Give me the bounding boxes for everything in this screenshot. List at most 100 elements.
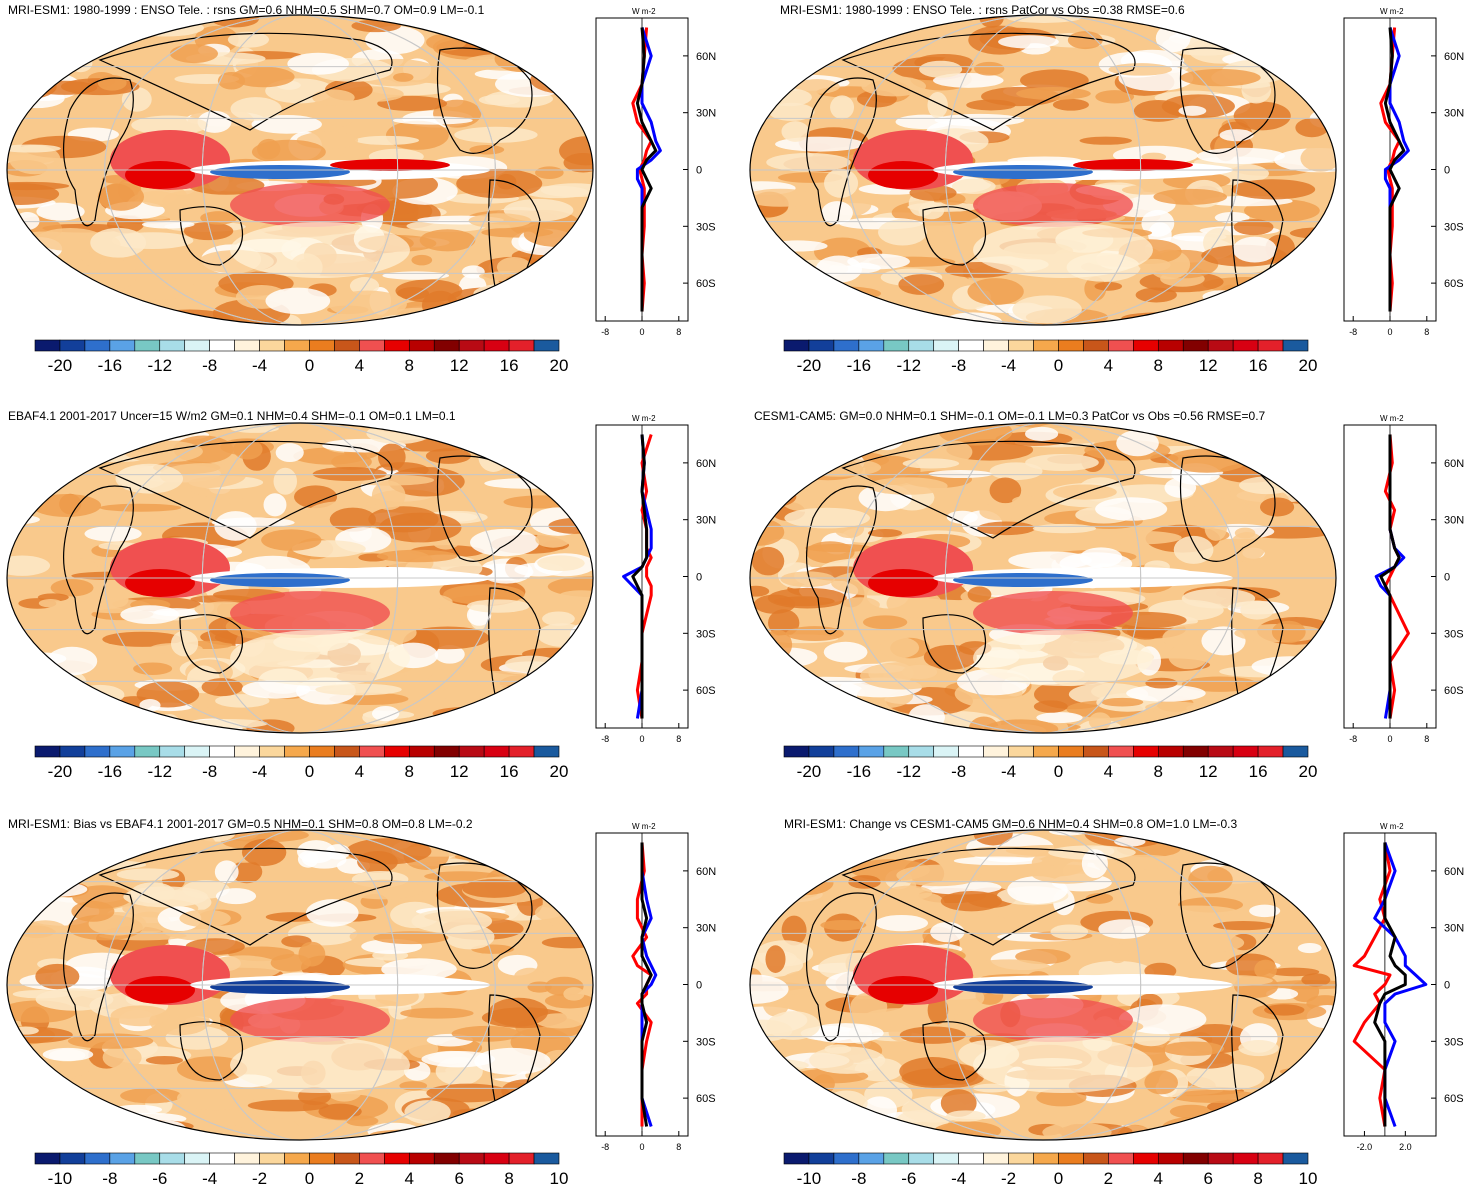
colorbar-swatch	[1282, 745, 1309, 758]
panel-bottom-right: MRI-ESM1: Change vs CESM1-CAM5 GM=0.6 NH…	[749, 817, 1464, 1187]
colorbar-swatch	[1083, 1152, 1109, 1165]
colorbar-swatch	[84, 339, 111, 352]
map-field	[750, 830, 1336, 1140]
colorbar-swatch	[309, 745, 335, 758]
profile-series-line	[640, 842, 653, 1127]
y-tick-label: 30N	[1444, 923, 1464, 935]
colorbar-tick-label: 10	[550, 1169, 569, 1187]
colorbar-swatch	[184, 1152, 210, 1165]
profile-series-line	[635, 27, 658, 312]
zonal-profile: W m-2 60N 30N 0 30S 60S -8 0 8	[595, 414, 716, 744]
y-tick-label: 60S	[696, 685, 716, 697]
colorbar-swatch	[933, 339, 959, 352]
colorbar-tick-label: -16	[98, 356, 123, 375]
y-tick-label: 60S	[1444, 278, 1464, 290]
colorbar-tick-label: -12	[896, 356, 921, 375]
colorbar-swatch	[1207, 745, 1234, 758]
colorbar-swatch	[284, 1152, 310, 1165]
colorbar-tick-label: -12	[896, 762, 921, 781]
map-field	[750, 423, 1336, 733]
colorbar: -10 -8 -6 -4 -2 0 2 4 6 8 10	[783, 1152, 1317, 1187]
colorbar-swatch	[209, 339, 235, 352]
map-border	[6, 14, 594, 326]
colorbar-swatch	[858, 339, 885, 352]
map-border	[6, 829, 594, 1141]
panel-title: MRI-ESM1: 1980-1999 : ENSO Tele. : rsns …	[780, 3, 1185, 17]
colorbar-tick-label: 0	[1054, 762, 1063, 781]
colorbar-swatch	[508, 339, 535, 352]
colorbar-swatch	[109, 339, 136, 352]
panel-title: MRI-ESM1: 1980-1999 : ENSO Tele. : rsns …	[8, 3, 485, 17]
colorbar-tick-label: 0	[1054, 356, 1063, 375]
colorbar-swatch	[508, 745, 535, 758]
colorbar-tick-label: -10	[797, 1169, 822, 1187]
colorbar-swatch	[359, 339, 385, 352]
colorbar-tick-label: -20	[48, 762, 73, 781]
colorbar-swatch	[1108, 745, 1134, 758]
colorbar-swatch	[134, 1152, 161, 1165]
colorbar-tick-label: 6	[1203, 1169, 1212, 1187]
colorbar-swatch	[458, 339, 485, 352]
colorbar-tick-label: -12	[147, 356, 172, 375]
x-tick-label: 0	[639, 327, 644, 337]
map-border	[749, 829, 1337, 1141]
colorbar-tick-label: 4	[1154, 1169, 1163, 1187]
colorbar-swatch	[59, 745, 86, 758]
colorbar-tick-label: -12	[147, 762, 172, 781]
colorbar-tick-label: 4	[355, 356, 364, 375]
y-tick-label: 60S	[1444, 685, 1464, 697]
colorbar-swatch	[384, 745, 410, 758]
colorbar-swatch	[983, 1152, 1009, 1165]
colorbar-swatch	[458, 1152, 485, 1165]
colorbar-swatch	[1058, 1152, 1084, 1165]
colorbar-swatch	[933, 745, 959, 758]
panel-title: EBAF4.1 2001-2017 Uncer=15 W/m2 GM=0.1 N…	[8, 409, 456, 423]
y-tick-label: 0	[1444, 165, 1450, 177]
colorbar-swatch	[483, 745, 510, 758]
colorbar-swatch	[59, 1152, 86, 1165]
x-tick-label: 0	[1387, 734, 1392, 744]
colorbar-tick-label: 2	[1104, 1169, 1113, 1187]
colorbar-swatch	[1058, 339, 1084, 352]
colorbar-swatch	[1083, 745, 1109, 758]
y-tick-label: 0	[1444, 980, 1450, 992]
colorbar-swatch	[433, 1152, 460, 1165]
colorbar-swatch	[783, 1152, 810, 1165]
colorbar-swatch	[309, 1152, 335, 1165]
colorbar-tick-label: -4	[252, 762, 267, 781]
colorbar-tick-label: 4	[355, 762, 364, 781]
colorbar-swatch	[34, 745, 61, 758]
y-tick-label: 30N	[696, 923, 716, 935]
colorbar-tick-label: -8	[102, 1169, 117, 1187]
colorbar-swatch	[883, 745, 910, 758]
colorbar-swatch	[84, 745, 111, 758]
zonal-profile: W m-2 60N 30N 0 30S 60S -2.0 2.0	[1343, 822, 1464, 1152]
colorbar-swatch	[908, 339, 935, 352]
colorbar-tick-label: 16	[500, 762, 519, 781]
colorbar-swatch	[1257, 1152, 1284, 1165]
panel-title: MRI-ESM1: Change vs CESM1-CAM5 GM=0.6 NH…	[784, 817, 1237, 831]
colorbar-swatch	[259, 745, 285, 758]
zonal-profile: W m-2 60N 30N 0 30S 60S -8 0 8	[1343, 7, 1464, 337]
colorbar-swatch	[109, 745, 136, 758]
colorbar-tick-label: 8	[1253, 1169, 1262, 1187]
profile-series-line	[1383, 27, 1406, 312]
colorbar-swatch	[808, 1152, 835, 1165]
x-tick-label: 8	[676, 734, 681, 744]
x-tick-label: 8	[676, 1142, 681, 1152]
panel-title: CESM1-CAM5: GM=0.0 NHM=0.1 SHM=-0.1 OM=-…	[754, 409, 1266, 423]
colorbar-tick-label: 8	[1154, 762, 1163, 781]
colorbar-swatch	[359, 745, 385, 758]
colorbar-tick-label: -4	[951, 1169, 966, 1187]
y-tick-label: 30S	[696, 628, 716, 640]
colorbar-swatch	[1157, 1152, 1184, 1165]
colorbar-swatch	[1008, 339, 1034, 352]
unit-label: W m-2	[1380, 414, 1404, 423]
unit-label: W m-2	[632, 822, 656, 831]
colorbar-swatch	[159, 339, 186, 352]
colorbar-tick-label: -16	[98, 762, 123, 781]
colorbar-swatch	[1182, 339, 1209, 352]
y-tick-label: 60N	[1444, 866, 1464, 878]
colorbar-swatch	[1282, 339, 1309, 352]
profile-series-line	[640, 842, 658, 1127]
